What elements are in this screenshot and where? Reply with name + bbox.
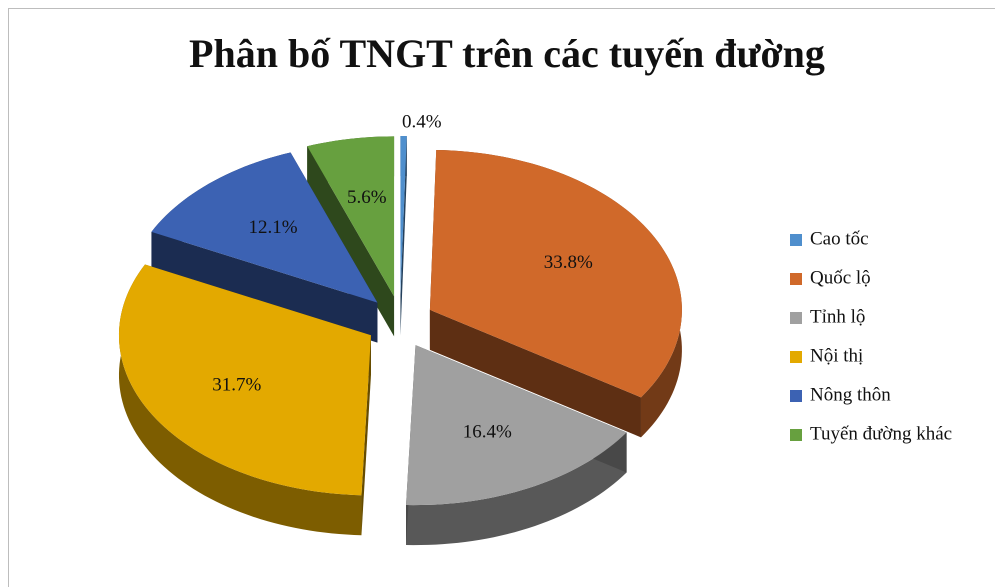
- data-label: 33.8%: [544, 252, 593, 273]
- data-label: 5.6%: [347, 187, 387, 208]
- slice-edge: [400, 136, 407, 337]
- legend-swatch: [790, 351, 802, 363]
- slice-top: [406, 345, 627, 506]
- legend-swatch: [790, 273, 802, 285]
- slice: [400, 136, 407, 337]
- slice-edge: [361, 335, 371, 536]
- slice-top: [118, 264, 371, 496]
- legend-swatch: [790, 390, 802, 402]
- slice-edge: [307, 146, 395, 337]
- legend-swatch: [790, 429, 802, 441]
- data-label: 16.4%: [463, 422, 512, 443]
- slice-top: [307, 136, 395, 297]
- slice-edge: [429, 309, 641, 438]
- slice-top: [400, 136, 407, 297]
- slice-edge: [151, 231, 378, 343]
- data-label: 0.4%: [402, 112, 442, 133]
- legend-swatch: [790, 312, 802, 324]
- slice-top: [151, 152, 378, 303]
- slice: [118, 264, 371, 536]
- legend-label: Nội thị: [810, 345, 863, 366]
- data-label: 31.7%: [212, 374, 261, 395]
- slice: [406, 345, 627, 546]
- legend-label: Cao tốc: [810, 228, 869, 249]
- data-label: 12.1%: [248, 217, 297, 238]
- slice: [151, 152, 378, 343]
- slice: [429, 149, 682, 438]
- slice-side: [406, 432, 627, 546]
- legend-label: Quốc lộ: [810, 267, 871, 288]
- legend-label: Tuyến đường khác: [810, 423, 952, 444]
- slice-side: [118, 264, 362, 536]
- slice: [307, 136, 395, 337]
- chart-title: Phân bố TNGT trên các tuyến đường: [189, 31, 825, 76]
- slice-top: [429, 149, 682, 398]
- legend-label: Nông thôn: [810, 384, 891, 405]
- legend-label: Tỉnh lộ: [810, 306, 865, 327]
- legend-swatch: [790, 234, 802, 246]
